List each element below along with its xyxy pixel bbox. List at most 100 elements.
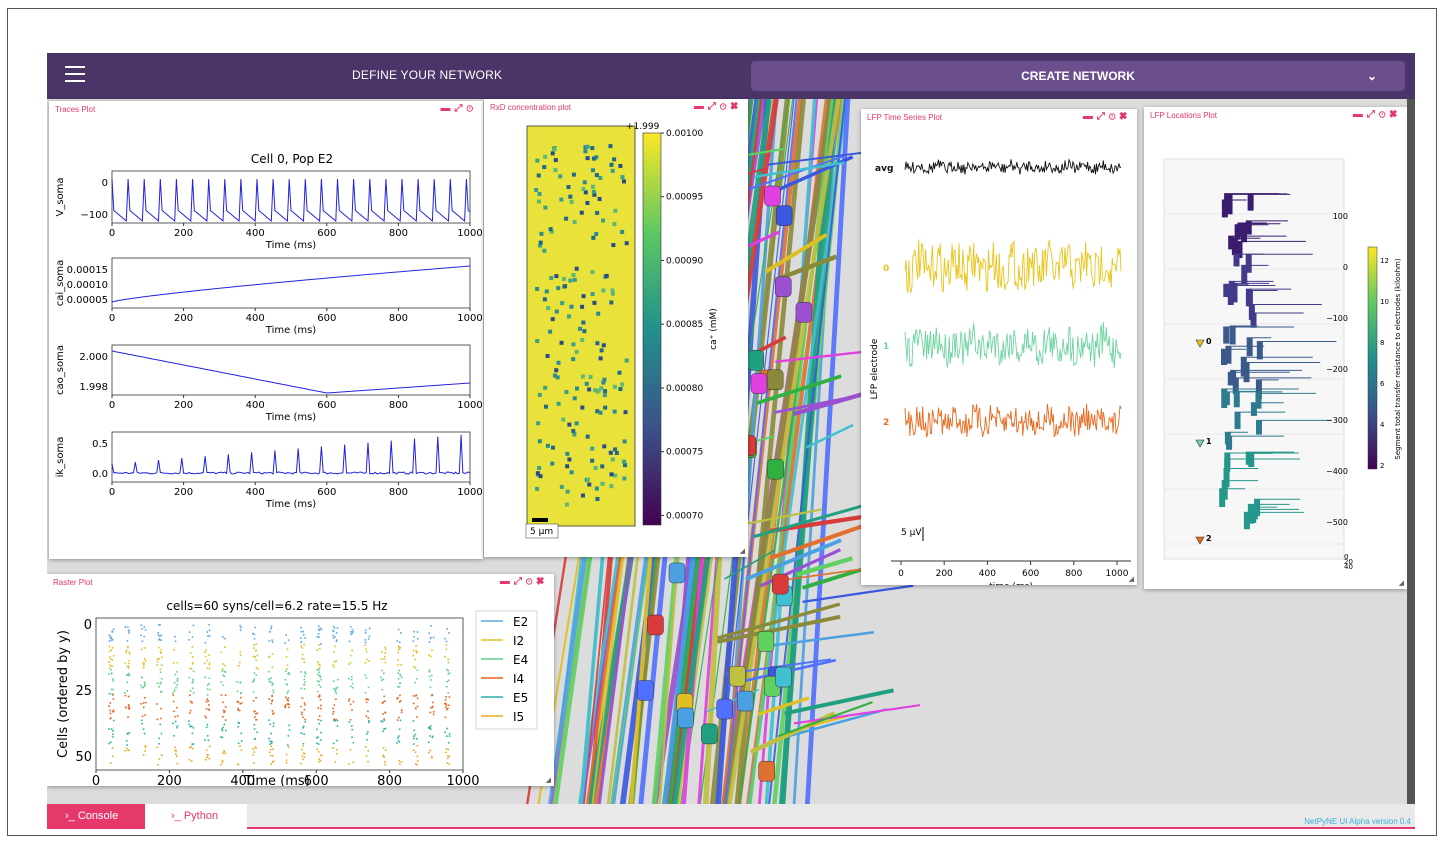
maximize-icon[interactable]: ⤢ — [513, 576, 526, 587]
segment-block — [1233, 254, 1240, 267]
spike-dot — [240, 749, 243, 752]
minimize-icon[interactable]: ▬ — [499, 576, 514, 587]
spike-dot — [208, 662, 211, 664]
concentration-spot — [572, 432, 577, 437]
soma-cylinder — [737, 690, 754, 712]
segment-block — [1245, 254, 1252, 273]
spike-dot — [364, 632, 367, 634]
spike-dot — [351, 649, 353, 652]
resize-handle[interactable]: ◢ — [739, 548, 745, 555]
detach-icon[interactable]: ⊙ — [1108, 111, 1120, 122]
spike-dot — [336, 678, 339, 681]
detach-icon[interactable]: ⊙ — [466, 103, 477, 114]
spike-dot — [352, 761, 355, 763]
spike-dot — [414, 733, 417, 736]
neurite-line — [777, 99, 838, 829]
close-icon[interactable]: ✖ — [1119, 111, 1131, 122]
chevron-down-icon[interactable]: ⌄ — [1366, 69, 1377, 83]
soma-cylinder — [668, 562, 686, 584]
resize-handle[interactable]: ◢ — [1398, 580, 1404, 587]
network-3d-canvas[interactable]: Traces Plot ▬⤢⊙ Cell 0, Pop E2 V_soma 0 −1… — [47, 99, 1415, 829]
spike-dot — [159, 651, 162, 653]
concentration-spot — [545, 353, 550, 358]
z-tick-label: 20 — [1344, 558, 1353, 566]
panel-controls: ▬⤢⊙✖ — [1353, 109, 1401, 120]
spike-dot — [253, 751, 255, 753]
close-icon[interactable]: ✖ — [536, 576, 548, 587]
spike-dot — [125, 651, 128, 654]
spike-dot — [317, 736, 319, 738]
spike-dot — [255, 666, 258, 669]
spike-dot — [316, 680, 319, 682]
concentration-spot — [602, 377, 607, 382]
concentration-spot — [583, 145, 588, 150]
spike-dot — [127, 672, 130, 675]
spike-dot — [320, 739, 322, 741]
spike-dot — [239, 661, 241, 664]
soma-cylinder — [747, 349, 764, 371]
spike-dot — [221, 736, 224, 739]
scrollbar[interactable] — [1407, 99, 1415, 804]
define-network-tab[interactable]: DEFINE YOUR NETWORK — [352, 68, 503, 82]
spike-dot — [412, 743, 415, 745]
detach-icon[interactable]: ⊙ — [1378, 109, 1390, 120]
maximize-icon[interactable]: ⤢ — [1096, 111, 1109, 122]
spike-dot — [188, 676, 191, 679]
detach-icon[interactable]: ⊙ — [719, 101, 731, 112]
spike-dot — [303, 661, 306, 664]
spike-dot — [175, 686, 177, 689]
detach-icon[interactable]: ⊙ — [525, 576, 537, 587]
spike-dot — [303, 688, 306, 690]
soma-cylinder — [767, 458, 784, 480]
hamburger-icon[interactable] — [65, 66, 85, 82]
resize-handle[interactable]: ◢ — [1128, 576, 1134, 583]
spike-dot — [304, 681, 306, 683]
close-icon[interactable]: ✖ — [730, 101, 742, 112]
python-tab[interactable]: ›_ Python — [145, 804, 247, 829]
dendrite-line — [717, 614, 841, 644]
spike-dot — [128, 659, 131, 662]
resize-handle[interactable]: ◢ — [545, 777, 551, 784]
spike-dot — [110, 728, 113, 730]
spike-dot — [318, 647, 321, 650]
spike-dot — [270, 702, 273, 705]
minimize-icon[interactable]: ▬ — [1082, 111, 1097, 122]
console-tab[interactable]: ›_ Console — [47, 804, 145, 829]
spike-dot — [380, 658, 383, 660]
spike-dot — [416, 744, 419, 747]
trace-line — [111, 178, 471, 223]
trace-line — [111, 350, 471, 394]
spike-dot — [143, 684, 146, 687]
spike-dot — [191, 747, 194, 750]
electrode-label: 1 — [883, 342, 889, 352]
concentration-spot — [590, 146, 595, 151]
spike-dot — [124, 626, 127, 628]
spike-dot — [156, 682, 159, 685]
concentration-spot — [613, 473, 618, 478]
minimize-icon[interactable]: ▬ — [693, 101, 708, 112]
minimize-icon[interactable]: ▬ — [1352, 109, 1367, 120]
colorbar-tick-label: 12 — [1380, 257, 1389, 265]
spike-dot — [156, 703, 158, 705]
spike-dot — [304, 704, 306, 706]
maximize-icon[interactable]: ⤢ — [707, 101, 720, 112]
spike-dot — [316, 649, 319, 651]
x-tick-label: 400 — [979, 569, 996, 579]
x-tick-label: 0 — [109, 487, 115, 498]
create-network-button[interactable]: CREATE NETWORK ⌄ — [751, 61, 1405, 91]
spike-dot — [223, 750, 225, 752]
concentration-spot — [567, 422, 572, 427]
spike-dot — [192, 692, 195, 694]
concentration-spot — [591, 189, 596, 194]
concentration-spot — [622, 459, 627, 464]
spike-dot — [160, 634, 163, 637]
minimize-icon[interactable]: ▬ — [440, 103, 455, 114]
spike-dot — [319, 627, 322, 629]
spike-dot — [286, 692, 289, 694]
spike-dot — [318, 760, 321, 763]
close-icon[interactable]: ✖ — [1389, 109, 1401, 120]
maximize-icon[interactable]: ⤢ — [454, 103, 467, 114]
spike-dot — [112, 678, 114, 680]
maximize-icon[interactable]: ⤢ — [1366, 109, 1379, 120]
spike-dot — [319, 664, 321, 667]
